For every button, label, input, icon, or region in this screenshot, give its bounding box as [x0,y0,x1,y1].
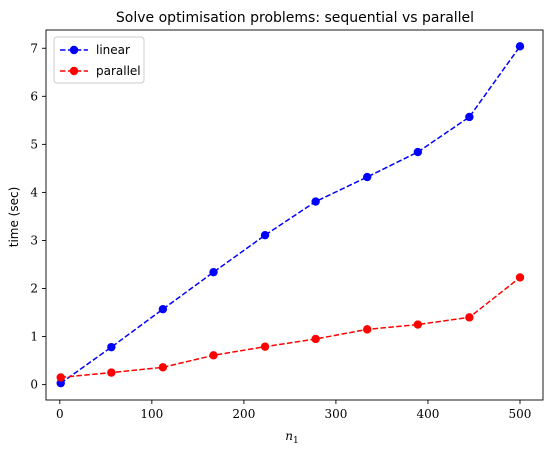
x-tick-label: 400 [417,407,440,421]
data-point-parallel [515,273,525,282]
legend: linear parallel [53,36,145,84]
data-point-parallel [107,368,116,377]
x-tick-label: 500 [509,407,532,421]
series-line-linear [60,45,521,384]
y-tick-label: 4 [30,185,38,199]
y-tick-label: 1 [30,330,38,344]
y-tick-label: 3 [30,233,38,247]
data-point-parallel [158,363,168,372]
data-point-linear [56,378,65,388]
legend-marker-linear [69,45,79,55]
data-point-parallel [465,313,474,322]
data-point-parallel [363,325,372,334]
legend-marker-parallel [69,66,79,76]
legend-label-linear: linear [96,43,130,57]
data-point-parallel [209,351,218,360]
data-point-linear [209,267,218,277]
data-point-linear [107,342,116,352]
y-tick-label: 5 [30,137,38,151]
data-point-parallel [56,373,65,382]
legend-label-parallel: parallel [96,64,141,78]
y-tick-label: 7 [30,41,38,55]
plot-frame [45,29,544,401]
x-tick-label: 200 [232,407,255,421]
data-point-linear [363,172,372,182]
data-point-parallel [260,342,270,351]
plot-area [45,29,544,401]
x-tick-label: 100 [140,407,163,421]
data-point-linear [465,112,474,122]
y-tick-label: 0 [30,378,38,392]
y-axis-label: time (sec) [7,187,21,248]
y-tick-label: 6 [30,89,38,103]
data-point-linear [413,147,423,157]
x-axis-ticks: 0 100 200 300 400 500 [56,400,531,421]
x-tick-label: 300 [324,407,347,421]
x-tick-label: 0 [56,407,64,421]
y-axis-ticks: 0 1 2 3 4 5 6 7 [30,41,46,392]
y-tick-label: 2 [30,282,38,296]
data-point-parallel [311,334,320,344]
data-point-linear [515,42,525,51]
series-line-parallel [60,276,521,379]
chart-title: Solve optimisation problems: sequential … [116,10,474,26]
data-point-linear [158,304,168,314]
data-point-linear [260,230,270,240]
data-point-parallel [413,320,423,329]
data-point-linear [311,197,320,206]
x-axis-label: n1 [285,429,298,446]
